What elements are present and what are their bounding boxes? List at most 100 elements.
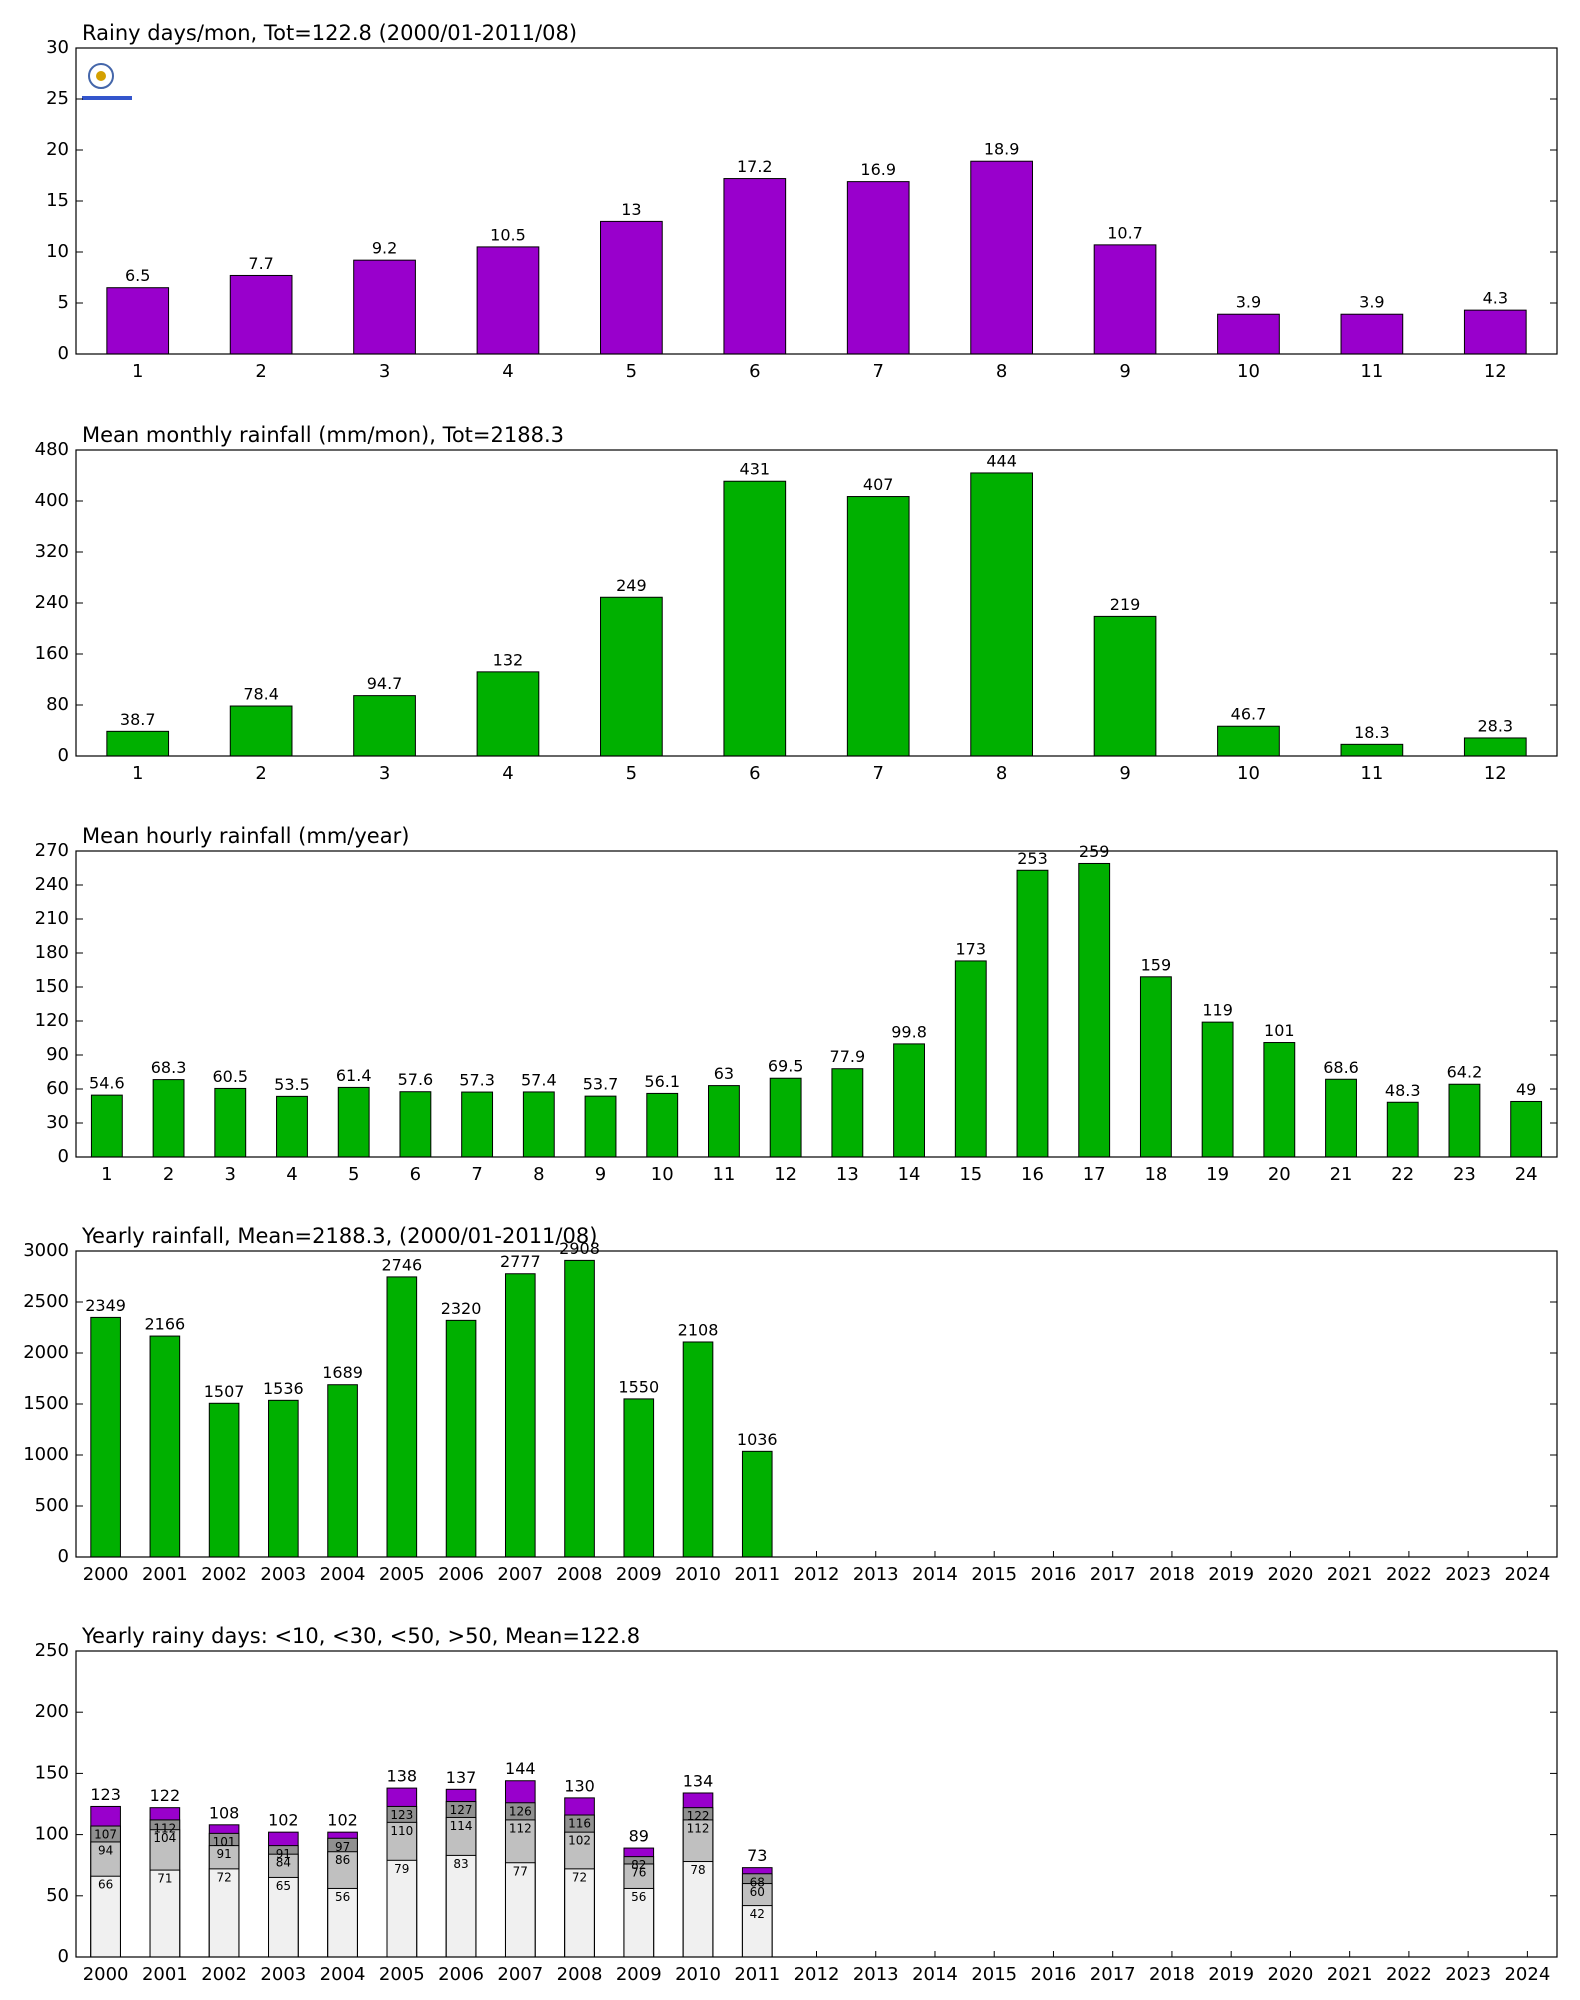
bar bbox=[208, 1402, 240, 1558]
x-tick-label: 2005 bbox=[379, 1564, 425, 1585]
value-label: 2349 bbox=[85, 1296, 126, 1315]
segment-label: 60 bbox=[750, 1885, 765, 1899]
x-tick-label: 10 bbox=[651, 1164, 674, 1185]
value-label: 444 bbox=[986, 451, 1017, 470]
x-tick-label: 2016 bbox=[1031, 1964, 1077, 1985]
value-label: 28.3 bbox=[1477, 716, 1513, 735]
bar bbox=[268, 1399, 299, 1558]
segment-label: 82 bbox=[631, 1858, 646, 1872]
bar bbox=[1201, 1021, 1234, 1158]
x-tick-label: 20 bbox=[1268, 1164, 1291, 1185]
x-tick-label: 2020 bbox=[1268, 1564, 1314, 1585]
x-tick-label: 7 bbox=[872, 763, 883, 784]
plot-frame bbox=[75, 850, 1558, 1158]
segment-label: 122 bbox=[687, 1809, 710, 1823]
x-tick-label: 2002 bbox=[201, 1964, 247, 1985]
y-tick-label: 90 bbox=[46, 1044, 69, 1065]
value-label: 68.6 bbox=[1323, 1058, 1359, 1077]
value-label: 69.5 bbox=[768, 1057, 804, 1076]
y-tick-label: 210 bbox=[35, 908, 69, 929]
x-tick-label: 2023 bbox=[1445, 1564, 1491, 1585]
x-tick-label: 4 bbox=[286, 1164, 297, 1185]
x-tick-label: 18 bbox=[1144, 1164, 1167, 1185]
bar bbox=[504, 1273, 536, 1558]
x-tick-label: 2022 bbox=[1386, 1964, 1432, 1985]
value-label: 61.4 bbox=[336, 1066, 372, 1085]
y-tick-label: 480 bbox=[35, 439, 69, 460]
segment-label: 114 bbox=[450, 1819, 473, 1833]
value-label: 123 bbox=[90, 1785, 121, 1804]
chart-title: Yearly rainfall, Mean=2188.3, (2000/01-2… bbox=[81, 1224, 597, 1248]
x-tick-label: 2000 bbox=[83, 1564, 129, 1585]
x-tick-label: 2015 bbox=[971, 1564, 1017, 1585]
value-label: 1689 bbox=[322, 1363, 363, 1382]
bar bbox=[337, 1086, 370, 1158]
plot-frame bbox=[75, 1650, 1558, 1958]
segment-label: 110 bbox=[390, 1824, 413, 1838]
y-tick-label: 5 bbox=[58, 292, 69, 313]
x-tick-label: 2021 bbox=[1327, 1564, 1373, 1585]
y-tick-label: 180 bbox=[35, 942, 69, 963]
value-label: 134 bbox=[683, 1771, 714, 1790]
segment-label: 79 bbox=[394, 1862, 409, 1876]
bar bbox=[152, 1079, 185, 1158]
bar bbox=[327, 1384, 358, 1558]
x-tick-label: 5 bbox=[626, 361, 637, 382]
bar bbox=[970, 472, 1033, 757]
segment-label: 65 bbox=[276, 1879, 291, 1893]
y-tick-label: 10 bbox=[46, 241, 69, 262]
segment-label: 66 bbox=[98, 1878, 113, 1892]
segment-label: 83 bbox=[453, 1857, 468, 1871]
x-tick-label: 11 bbox=[1360, 763, 1383, 784]
value-label: 18.9 bbox=[984, 140, 1020, 159]
value-label: 6.5 bbox=[125, 266, 150, 285]
x-tick-label: 8 bbox=[996, 361, 1007, 382]
y-tick-label: 270 bbox=[35, 840, 69, 861]
value-label: 1536 bbox=[263, 1379, 304, 1398]
bar bbox=[682, 1861, 714, 1958]
value-label: 64.2 bbox=[1447, 1063, 1483, 1082]
x-tick-label: 2015 bbox=[971, 1964, 1017, 1985]
y-tick-label: 0 bbox=[58, 1546, 69, 1567]
bar bbox=[741, 1450, 773, 1558]
x-tick-label: 22 bbox=[1391, 1164, 1414, 1185]
y-tick-label: 200 bbox=[35, 1701, 69, 1722]
value-label: 3.9 bbox=[1359, 293, 1384, 312]
y-tick-label: 250 bbox=[35, 1640, 69, 1661]
value-label: 57.3 bbox=[459, 1071, 495, 1090]
segment-label: 94 bbox=[98, 1843, 113, 1857]
y-tick-label: 500 bbox=[35, 1495, 69, 1516]
bar bbox=[229, 705, 293, 757]
x-tick-label: 2012 bbox=[794, 1564, 840, 1585]
value-label: 2908 bbox=[559, 1239, 600, 1258]
x-tick-label: 17 bbox=[1083, 1164, 1106, 1185]
value-label: 2320 bbox=[441, 1299, 482, 1318]
segment-label: 71 bbox=[157, 1872, 172, 1886]
segment-label: 91 bbox=[276, 1847, 291, 1861]
y-tick-label: 150 bbox=[35, 976, 69, 997]
x-tick-label: 2018 bbox=[1149, 1964, 1195, 1985]
bar bbox=[214, 1087, 247, 1158]
bar bbox=[353, 259, 416, 355]
value-label: 17.2 bbox=[737, 157, 773, 176]
x-tick-label: 2013 bbox=[853, 1964, 899, 1985]
bar bbox=[682, 1341, 714, 1558]
bar bbox=[1016, 869, 1049, 1158]
bar bbox=[1325, 1078, 1357, 1158]
x-tick-label: 2001 bbox=[142, 1964, 188, 1985]
bar bbox=[1340, 743, 1404, 757]
x-tick-label: 24 bbox=[1515, 1164, 1538, 1185]
value-label: 77.9 bbox=[830, 1047, 866, 1066]
x-tick-label: 16 bbox=[1021, 1164, 1044, 1185]
value-label: 137 bbox=[446, 1768, 477, 1787]
value-label: 101 bbox=[1264, 1021, 1295, 1040]
segment-label: 116 bbox=[568, 1817, 591, 1831]
x-tick-label: 2007 bbox=[497, 1964, 543, 1985]
bar bbox=[208, 1868, 240, 1958]
value-label: 2166 bbox=[145, 1315, 186, 1334]
bar bbox=[476, 671, 540, 757]
y-tick-label: 1500 bbox=[23, 1393, 69, 1414]
segment-label: 91 bbox=[216, 1847, 231, 1861]
value-label: 138 bbox=[387, 1767, 418, 1786]
